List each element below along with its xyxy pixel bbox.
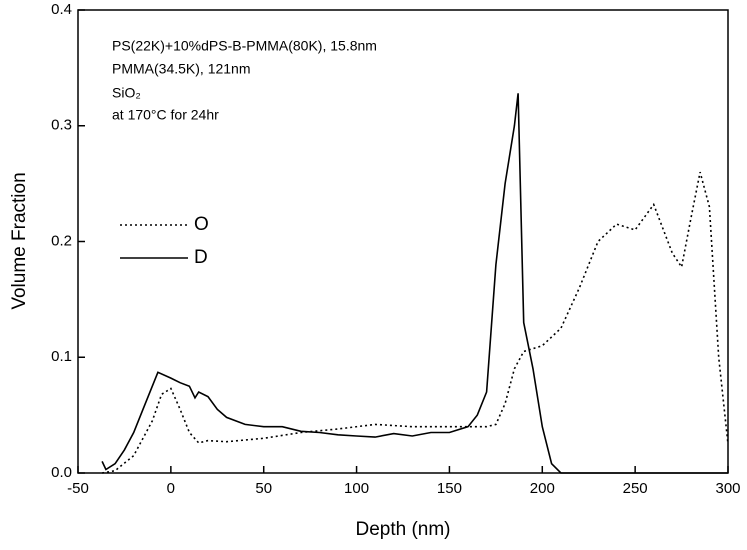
annotation: SiO₂ xyxy=(112,85,141,101)
x-tick-label: 0 xyxy=(167,480,175,497)
x-tick-label: 200 xyxy=(530,480,555,497)
y-tick-label: 0.1 xyxy=(51,348,72,365)
plot-frame xyxy=(77,9,729,474)
x-tick-label: 150 xyxy=(437,480,462,497)
x-tick-label: 300 xyxy=(715,480,740,497)
y-tick-label: 0.4 xyxy=(51,1,72,18)
x-tick-label: -50 xyxy=(67,480,89,497)
y-tick-label: 0.2 xyxy=(51,232,72,249)
legend-label: D xyxy=(194,247,208,268)
annotation: at 170°C for 24hr xyxy=(112,107,219,123)
data-line xyxy=(101,93,728,474)
x-tick-label: 50 xyxy=(255,480,272,497)
x-tick-label: 100 xyxy=(344,480,369,497)
y-tick-label: 0.3 xyxy=(51,117,72,134)
annotation: PMMA(34.5K), 121nm xyxy=(112,61,251,77)
x-tick-label: 250 xyxy=(623,480,648,497)
annotation: PS(22K)+10%dPS-B-PMMA(80K), 15.8nm xyxy=(112,38,377,54)
legend-label: O xyxy=(194,214,209,235)
x-axis-label: Depth (nm) xyxy=(355,519,450,540)
data-line xyxy=(101,171,729,474)
y-axis-label: Volume Fraction xyxy=(9,172,30,309)
y-tick-label: 0.0 xyxy=(51,464,72,481)
